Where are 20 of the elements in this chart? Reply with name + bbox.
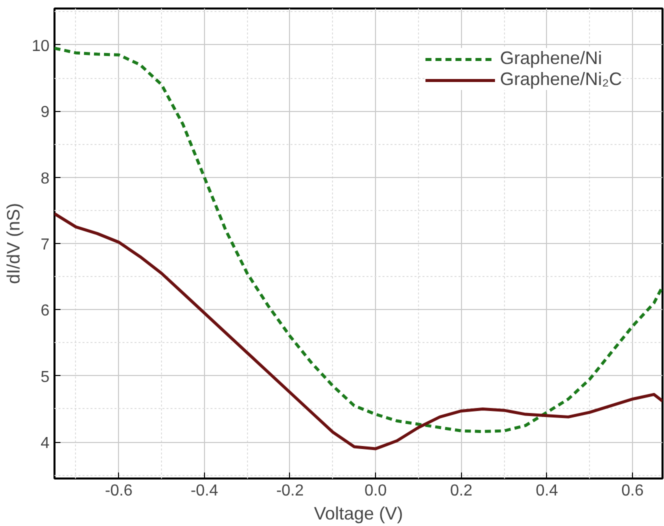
x-tick-label: -0.6 <box>104 482 133 500</box>
x-tick-label: 0.0 <box>364 482 387 500</box>
x-axis-title: Voltage (V) <box>314 504 404 524</box>
y-tick-label: 8 <box>40 170 50 188</box>
y-tick-label: 7 <box>40 236 50 254</box>
y-tick-label: 5 <box>40 368 50 386</box>
x-tick-label: 0.4 <box>536 482 558 500</box>
y-tick-label: 9 <box>40 104 50 122</box>
y-tick-label: 4 <box>40 435 50 452</box>
legend-label: Graphene/Ni <box>500 48 602 69</box>
x-tick-label: -0.4 <box>190 482 218 500</box>
y-tick-label: 6 <box>40 302 50 320</box>
line-series <box>54 46 662 433</box>
y-tick-label: 10 <box>32 38 50 55</box>
legend-label: Graphene/Ni₂C <box>500 69 622 90</box>
x-tick-label: 0.6 <box>621 482 644 500</box>
line-series <box>54 212 662 450</box>
x-tick-label: -0.2 <box>276 482 304 500</box>
x-tick-label: 0.2 <box>450 482 472 500</box>
y-axis-title: dI/dV (nS) <box>4 202 24 284</box>
